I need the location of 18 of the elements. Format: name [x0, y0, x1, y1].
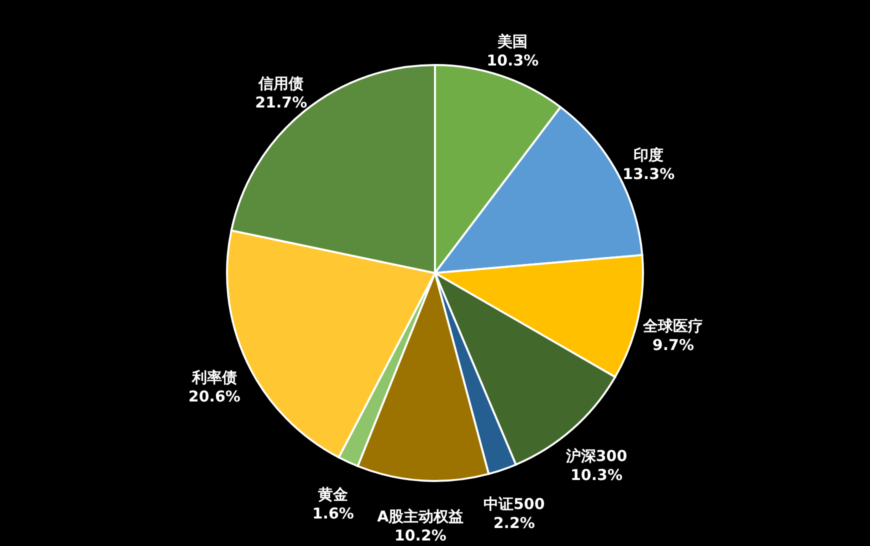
data-label: 2.2%	[493, 514, 535, 532]
slice-label: A股主动权益	[377, 508, 464, 526]
slice-label: 中证500	[483, 494, 545, 513]
slice-label: 利率债	[190, 368, 237, 386]
slice-label: 沪深300	[564, 446, 628, 465]
data-label: 13.3%	[622, 165, 675, 184]
slice-label: 信用债	[258, 74, 304, 93]
slice-label: 黄金	[317, 486, 348, 504]
slice-label: 印度	[634, 146, 664, 164]
data-label: 10.3%	[486, 52, 539, 70]
slice-label: 全球医疗	[642, 316, 704, 335]
data-label: 9.7%	[652, 336, 694, 354]
slice-label: 美国	[496, 32, 528, 51]
data-label: 20.6%	[188, 387, 240, 406]
data-label: 10.3%	[570, 466, 623, 484]
data-label: 10.2%	[394, 526, 446, 545]
data-label: 1.6%	[312, 504, 354, 523]
data-label: 21.7%	[255, 94, 308, 112]
